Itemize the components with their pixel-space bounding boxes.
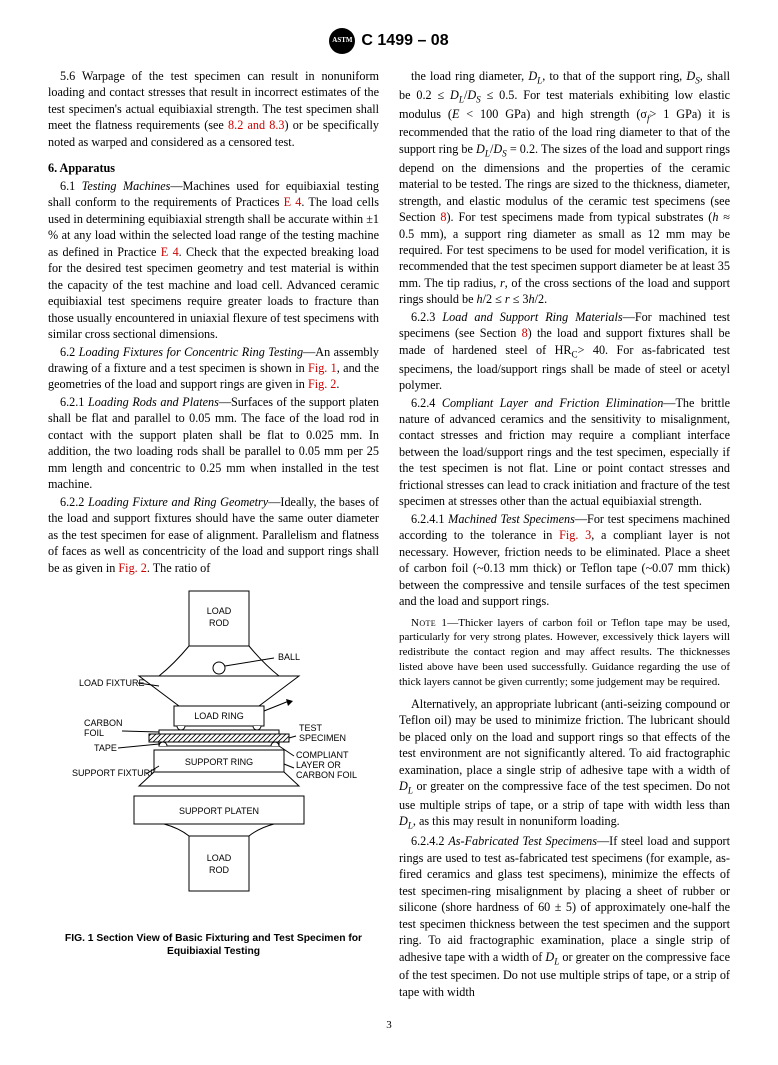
figure-1-svg: LOAD ROD BALL LOAD FIXTURE LOAD RING CAR… bbox=[64, 586, 364, 926]
ref-fig2-b: Fig. 2 bbox=[118, 561, 146, 575]
ref-e4-b: E 4 bbox=[161, 245, 179, 259]
ref-e4-a: E 4 bbox=[284, 195, 302, 209]
ref-8-2-8-3: 8.2 and 8.3 bbox=[228, 118, 284, 132]
svg-text:COMPLIANT: COMPLIANT bbox=[296, 750, 349, 760]
para-6-2-3: 6.2.3 Load and Support Ring Materials—Fo… bbox=[399, 309, 730, 394]
figure-1-caption: FIG. 1 Section View of Basic Fixturing a… bbox=[48, 932, 379, 959]
svg-text:TAPE: TAPE bbox=[94, 743, 117, 753]
svg-text:LOAD: LOAD bbox=[206, 853, 231, 863]
svg-text:LOAD: LOAD bbox=[206, 606, 231, 616]
body-columns: 5.6 Warpage of the test specimen can res… bbox=[48, 68, 730, 1000]
svg-text:LOAD FIXTURE: LOAD FIXTURE bbox=[79, 678, 145, 688]
para-alternatively: Alternatively, an appropriate lubricant … bbox=[399, 696, 730, 832]
svg-text:ROD: ROD bbox=[209, 618, 230, 628]
para-6-1: 6.1 Testing Machines—Machines used for e… bbox=[48, 178, 379, 343]
svg-text:FOIL: FOIL bbox=[84, 728, 104, 738]
para-6-2: 6.2 Loading Fixtures for Concentric Ring… bbox=[48, 344, 379, 393]
astm-logo: ASTM bbox=[329, 28, 355, 54]
para-6-2-2-cont: the load ring diameter, DL, to that of t… bbox=[399, 68, 730, 308]
svg-text:LOAD RING: LOAD RING bbox=[194, 711, 244, 721]
ref-fig1: Fig. 1 bbox=[308, 361, 337, 375]
designation: C 1499 – 08 bbox=[361, 30, 448, 52]
figure-1: LOAD ROD BALL LOAD FIXTURE LOAD RING CAR… bbox=[48, 586, 379, 959]
svg-text:SPECIMEN: SPECIMEN bbox=[299, 733, 346, 743]
svg-text:SUPPORT RING: SUPPORT RING bbox=[184, 757, 252, 767]
svg-text:SUPPORT PLATEN: SUPPORT PLATEN bbox=[178, 806, 258, 816]
svg-text:TEST: TEST bbox=[299, 723, 323, 733]
page-number: 3 bbox=[48, 1018, 730, 1033]
svg-text:CARBON FOIL: CARBON FOIL bbox=[296, 770, 357, 780]
ref-fig2-a: Fig. 2 bbox=[308, 377, 336, 391]
para-6-2-4-2: 6.2.4.2 As-Fabricated Test Specimens—If … bbox=[399, 833, 730, 1000]
para-6-2-1: 6.2.1 Loading Rods and Platens—Surfaces … bbox=[48, 394, 379, 493]
note-1: Note 1—Thicker layers of carbon foil or … bbox=[399, 616, 730, 690]
svg-text:ROD: ROD bbox=[209, 865, 230, 875]
svg-text:SUPPORT FIXTURE: SUPPORT FIXTURE bbox=[72, 768, 156, 778]
para-5-6: 5.6 Warpage of the test specimen can res… bbox=[48, 68, 379, 150]
para-6-2-2: 6.2.2 Loading Fixture and Ring Geometry—… bbox=[48, 494, 379, 576]
svg-text:BALL: BALL bbox=[278, 652, 300, 662]
para-6-2-4-1: 6.2.4.1 Machined Test Specimens—For test… bbox=[399, 511, 730, 610]
para-6-2-4: 6.2.4 Compliant Layer and Friction Elimi… bbox=[399, 395, 730, 510]
svg-text:CARBON: CARBON bbox=[84, 718, 123, 728]
section-6-title: 6. Apparatus bbox=[48, 160, 379, 176]
page-header: ASTM C 1499 – 08 bbox=[48, 28, 730, 54]
svg-text:LAYER OR: LAYER OR bbox=[296, 760, 341, 770]
ref-fig3: Fig. 3 bbox=[559, 528, 591, 542]
